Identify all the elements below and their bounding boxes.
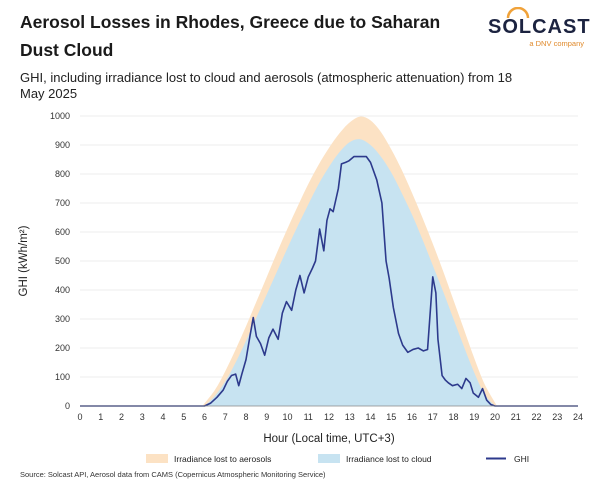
logo-tagline: a DNV company	[529, 39, 584, 48]
legend: Irradiance lost to aerosols Irradiance lo…	[146, 454, 529, 464]
y-tick-label: 900	[55, 140, 70, 150]
y-tick-label: 400	[55, 285, 70, 295]
x-tick-label: 12	[324, 412, 334, 422]
x-tick-label: 24	[573, 412, 583, 422]
chart-title: Aerosol Losses in Rhodes, Greece due to …	[20, 12, 441, 60]
x-tick-label: 18	[448, 412, 458, 422]
x-tick-label: 6	[202, 412, 207, 422]
source-note: Source: Solcast API, Aerosol data from C…	[20, 470, 326, 479]
x-tick-label: 2	[119, 412, 124, 422]
legend-label: Irradiance lost to aerosols	[174, 454, 271, 464]
x-tick-label: 7	[223, 412, 228, 422]
legend-label: Irradiance lost to cloud	[346, 454, 432, 464]
x-axis-title: Hour (Local time, UTC+3)	[263, 433, 394, 445]
cloud-loss-area	[204, 139, 495, 406]
x-tick-label: 22	[531, 412, 541, 422]
y-tick-label: 700	[55, 198, 70, 208]
x-tick-label: 11	[304, 412, 313, 422]
x-tick-label: 15	[386, 412, 396, 422]
logo-wordmark: SOLCAST	[488, 16, 591, 38]
legend-swatch	[146, 454, 168, 463]
x-tick-label: 3	[140, 412, 145, 422]
chart-subtitle: GHI, including irradiance lost to cloud …	[20, 70, 513, 101]
brand-logo: SOLCAST a DNV company	[488, 7, 591, 48]
y-tick-label: 500	[55, 256, 70, 266]
y-tick-label: 100	[55, 372, 70, 382]
x-tick-label: 13	[345, 412, 355, 422]
y-tick-label: 300	[55, 314, 70, 324]
y-tick-label: 600	[55, 227, 70, 237]
x-tick-label: 0	[77, 412, 82, 422]
y-tick-labels: 0 100 200 300 400 500 600 700 800 900 1000	[50, 111, 70, 411]
y-tick-label: 1000	[50, 111, 70, 121]
x-tick-label: 20	[490, 412, 500, 422]
y-tick-label: 800	[55, 169, 70, 179]
x-tick-label: 17	[428, 412, 438, 422]
x-tick-label: 14	[365, 412, 375, 422]
x-tick-label: 16	[407, 412, 417, 422]
x-tick-label: 23	[552, 412, 562, 422]
y-tick-label: 0	[65, 401, 70, 411]
x-tick-label: 5	[181, 412, 186, 422]
legend-label: GHI	[514, 454, 529, 464]
x-tick-label: 19	[469, 412, 479, 422]
x-tick-labels: 0 1 2 3 4 5 6 7 8 9 10 11 12 13 14 15 16 17 18 19 20 21 22 23 24	[77, 412, 583, 422]
x-tick-label: 4	[160, 412, 165, 422]
x-tick-label: 9	[264, 412, 269, 422]
x-tick-label: 21	[511, 412, 521, 422]
x-tick-label: 1	[98, 412, 103, 422]
x-tick-label: 8	[243, 412, 248, 422]
sun-arc-logo-icon	[506, 7, 530, 19]
ghi-line	[80, 155, 578, 407]
legend-swatch	[318, 454, 340, 463]
x-tick-label: 10	[282, 412, 292, 422]
y-axis-title: GHI (kWh/m²)	[18, 225, 30, 296]
y-tick-label: 200	[55, 343, 70, 353]
